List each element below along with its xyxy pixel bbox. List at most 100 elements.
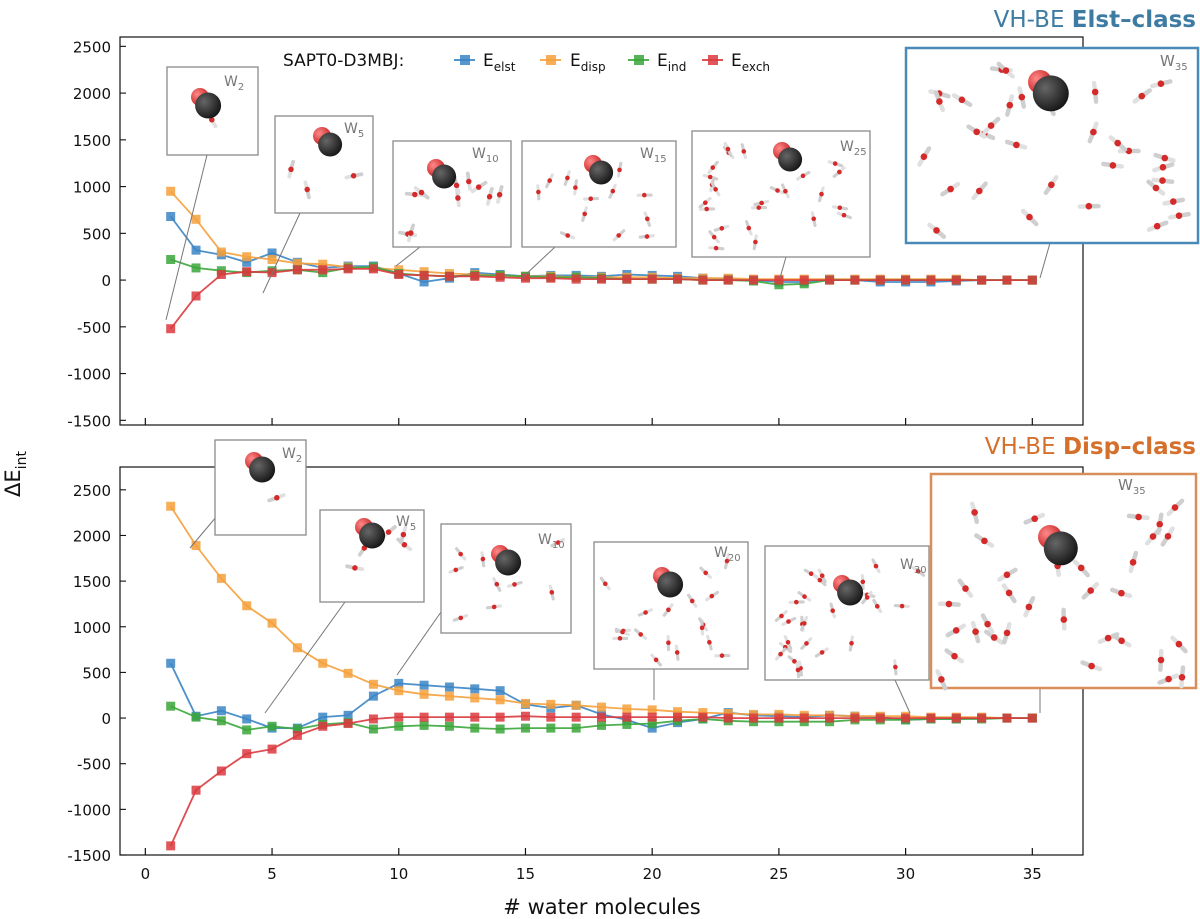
bottom-point-e-ind [546, 723, 556, 733]
top-point-e-disp [267, 255, 277, 265]
top-water-oxygen [958, 96, 966, 104]
top-water-molecule [1162, 197, 1186, 206]
bottom-co-carbon [837, 579, 864, 606]
top-water-molecule [740, 143, 748, 159]
top-water-oxygen [707, 174, 713, 180]
bottom-point-e-disp [216, 573, 226, 583]
bottom-water-molecule [614, 627, 630, 636]
top-water-molecule [710, 181, 721, 197]
top-water-oxygen [947, 185, 954, 193]
top-water-molecule [1077, 202, 1101, 210]
bottom-water-molecule [267, 493, 286, 503]
bottom-xtick-label: 0 [141, 865, 151, 883]
top-water-molecule [303, 180, 311, 200]
bottom-water-oxygen [1077, 564, 1085, 572]
top-water-molecule [769, 186, 785, 195]
bottom-water-molecule [723, 553, 730, 570]
top-point-e-disp [166, 186, 176, 196]
top-point-e-exch [292, 265, 302, 275]
top-water-oxygen [288, 166, 294, 173]
top-point-e-exch [850, 275, 860, 285]
top-water-molecule [536, 184, 541, 201]
top-water-molecule [1151, 177, 1175, 184]
top-water-oxygen [713, 186, 718, 192]
bottom-water-oxygen [1104, 634, 1112, 642]
bottom-water-molecule [706, 634, 713, 651]
bottom-co-carbon [249, 456, 276, 483]
bottom-point-e-exch [343, 719, 353, 729]
bottom-water-oxygen [1175, 640, 1183, 648]
bottom-point-e-ind [495, 724, 505, 734]
bottom-water-molecule [911, 566, 926, 577]
bottom-point-e-exch [799, 713, 809, 723]
top-water-oxygen [920, 153, 928, 160]
top-water-molecule [698, 206, 716, 212]
top-water-molecule [485, 187, 494, 206]
bottom-water-oxygen [689, 598, 695, 604]
bottom-point-e-ind [647, 719, 657, 729]
bottom-water-oxygen [703, 570, 709, 576]
bottom-point-e-disp [166, 501, 176, 511]
bottom-inset-label-base: W [900, 557, 914, 573]
bottom-point-e-ind [216, 716, 226, 726]
bottom-point-e-ind [520, 723, 530, 733]
top-water-molecule [582, 196, 600, 202]
top-point-e-exch [419, 270, 429, 280]
top-point-e-exch [825, 275, 835, 285]
bottom-point-e-disp [318, 658, 328, 668]
top-inset-label-sub: 25 [854, 147, 867, 158]
top-water-oxygen [702, 200, 708, 206]
top-water-molecule [1168, 211, 1191, 220]
legend-label-ind-base: E [657, 51, 668, 71]
bottom-water-molecule [775, 647, 787, 661]
top-water-molecule [638, 234, 655, 239]
top-water-molecule [796, 170, 811, 181]
bottom-water-molecule [817, 568, 827, 584]
bottom-water-molecule [974, 533, 995, 548]
bottom-water-oxygen [990, 634, 998, 641]
top-water-oxygen [819, 191, 824, 197]
bottom-water-molecule [984, 629, 1004, 645]
bottom-water-oxygen [1165, 675, 1172, 683]
bottom-point-e-exch [825, 713, 835, 723]
top-water-molecule [581, 206, 588, 222]
bottom-ytick-label: -500 [77, 756, 111, 774]
bottom-water-oxygen [458, 551, 464, 557]
bottom-point-e-elst [444, 682, 454, 692]
bottom-water-oxygen [971, 509, 978, 516]
top-water-molecule [753, 199, 770, 207]
top-point-e-exch [673, 274, 683, 284]
bottom-point-e-ind [242, 725, 252, 735]
bottom-point-e-exch [951, 713, 961, 723]
top-point-e-elst [242, 257, 252, 267]
bottom-inset-label: W35 [1118, 476, 1146, 497]
bottom-water-molecule [861, 590, 873, 605]
bottom-water-oxygen [1156, 520, 1163, 528]
bottom-point-e-ind [444, 721, 454, 731]
bottom-point-e-ind [470, 723, 480, 733]
bottom-water-molecule [788, 599, 805, 605]
bottom-point-e-exch [647, 712, 657, 722]
bottom-point-e-disp [597, 702, 606, 712]
bottom-point-e-exch [242, 749, 252, 759]
top-point-e-exch [875, 275, 885, 285]
top-point-e-exch [723, 275, 733, 285]
legend-label-elst-base: E [483, 51, 494, 71]
bottom-point-e-elst [343, 710, 353, 720]
top-water-oxygen [713, 245, 719, 251]
bottom-point-e-disp [698, 708, 708, 718]
bottom-point-e-exch [368, 714, 378, 724]
bottom-point-e-exch [850, 713, 860, 723]
top-water-molecule [1043, 175, 1059, 196]
top-water-molecule [545, 173, 554, 189]
bottom-point-e-exch [926, 713, 936, 723]
top-water-oxygen [711, 234, 717, 240]
top-water-oxygen [536, 189, 541, 195]
bottom-point-e-disp [444, 691, 454, 701]
bottom-ytick-label: 1000 [73, 619, 111, 637]
bottom-ytick-label: 0 [101, 710, 111, 728]
bottom-water-oxygen [699, 625, 705, 631]
bottom-water-molecule [485, 604, 502, 610]
bottom-water-oxygen [617, 635, 623, 641]
top-inset-label-base: W [224, 74, 238, 90]
